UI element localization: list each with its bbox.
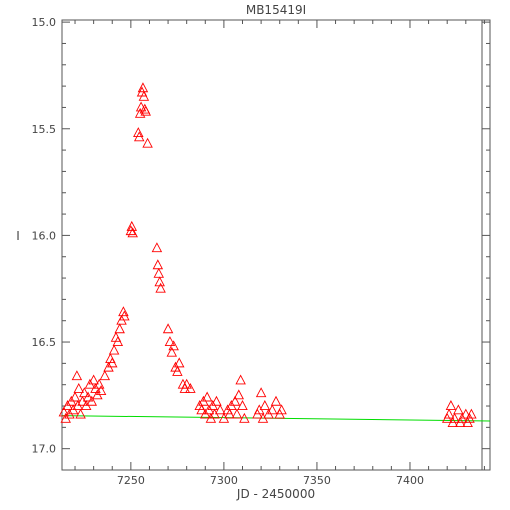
- data-point: [88, 374, 99, 385]
- data-point: [233, 389, 245, 400]
- data-point: [449, 412, 460, 423]
- x-tick-label: 7250: [117, 474, 145, 487]
- data-point: [185, 382, 196, 393]
- chart-title: MB15419I: [246, 3, 306, 17]
- data-point: [133, 131, 145, 142]
- data-point: [453, 404, 464, 415]
- data-point: [69, 391, 81, 402]
- data-point: [224, 408, 235, 419]
- axis-ticks: 7250 7300 7350 7400 15.0 15.5 16.0 16.5 17.0: [32, 16, 490, 487]
- data-point: [229, 395, 241, 406]
- data-point: [108, 344, 120, 355]
- data-point: [127, 227, 138, 238]
- data-point: [201, 391, 213, 402]
- data-point: [86, 395, 98, 406]
- y-tick-label: 16.0: [32, 229, 57, 242]
- data-point: [137, 82, 149, 93]
- data-point: [181, 378, 192, 389]
- y-axis-label: I: [16, 229, 20, 243]
- data-point: [231, 408, 243, 419]
- data-point: [196, 404, 207, 415]
- data-point: [155, 282, 166, 293]
- data-points: [58, 82, 477, 428]
- data-point: [270, 395, 282, 406]
- data-point: [79, 387, 90, 398]
- data-point: [235, 374, 246, 385]
- data-point: [75, 408, 86, 419]
- y-tick-label: 15.0: [32, 16, 57, 29]
- data-point: [214, 404, 226, 415]
- y-tick-label: 17.0: [32, 443, 57, 456]
- data-point: [466, 408, 477, 419]
- data-point: [93, 378, 105, 389]
- data-point: [119, 310, 130, 321]
- x-tick-label: 7300: [210, 474, 238, 487]
- data-point: [58, 406, 70, 417]
- data-point: [162, 323, 174, 334]
- data-point: [166, 346, 178, 357]
- x-tick-label: 7400: [396, 474, 424, 487]
- x-tick-label: 7350: [303, 474, 331, 487]
- data-point: [237, 400, 248, 410]
- data-point: [267, 404, 278, 415]
- data-point: [118, 306, 129, 317]
- data-point: [73, 382, 84, 393]
- data-point: [140, 105, 151, 116]
- data-point: [151, 242, 163, 253]
- data-point: [114, 323, 125, 334]
- x-axis-label: JD - 2450000: [236, 487, 315, 501]
- data-point: [259, 400, 271, 410]
- data-point: [153, 267, 165, 278]
- y-tick-label: 15.5: [32, 123, 57, 136]
- data-point: [276, 404, 287, 415]
- data-point: [142, 137, 153, 148]
- data-point: [152, 259, 164, 270]
- data-point: [173, 357, 185, 368]
- data-point: [443, 408, 455, 419]
- data-point: [99, 370, 111, 381]
- data-point: [138, 90, 150, 101]
- data-point: [168, 340, 179, 351]
- data-point: [172, 365, 183, 376]
- data-point: [71, 370, 83, 381]
- data-point: [133, 127, 144, 137]
- data-point: [106, 357, 118, 368]
- data-point: [112, 336, 124, 346]
- data-point: [164, 336, 176, 346]
- data-point: [82, 391, 94, 402]
- plot-frame: [61, 19, 491, 471]
- data-point: [239, 412, 250, 423]
- data-point: [211, 395, 222, 406]
- data-point: [445, 400, 457, 410]
- y-tick-label: 16.5: [32, 336, 57, 349]
- data-point: [255, 387, 267, 398]
- data-point: [460, 408, 472, 419]
- data-point: [95, 385, 107, 396]
